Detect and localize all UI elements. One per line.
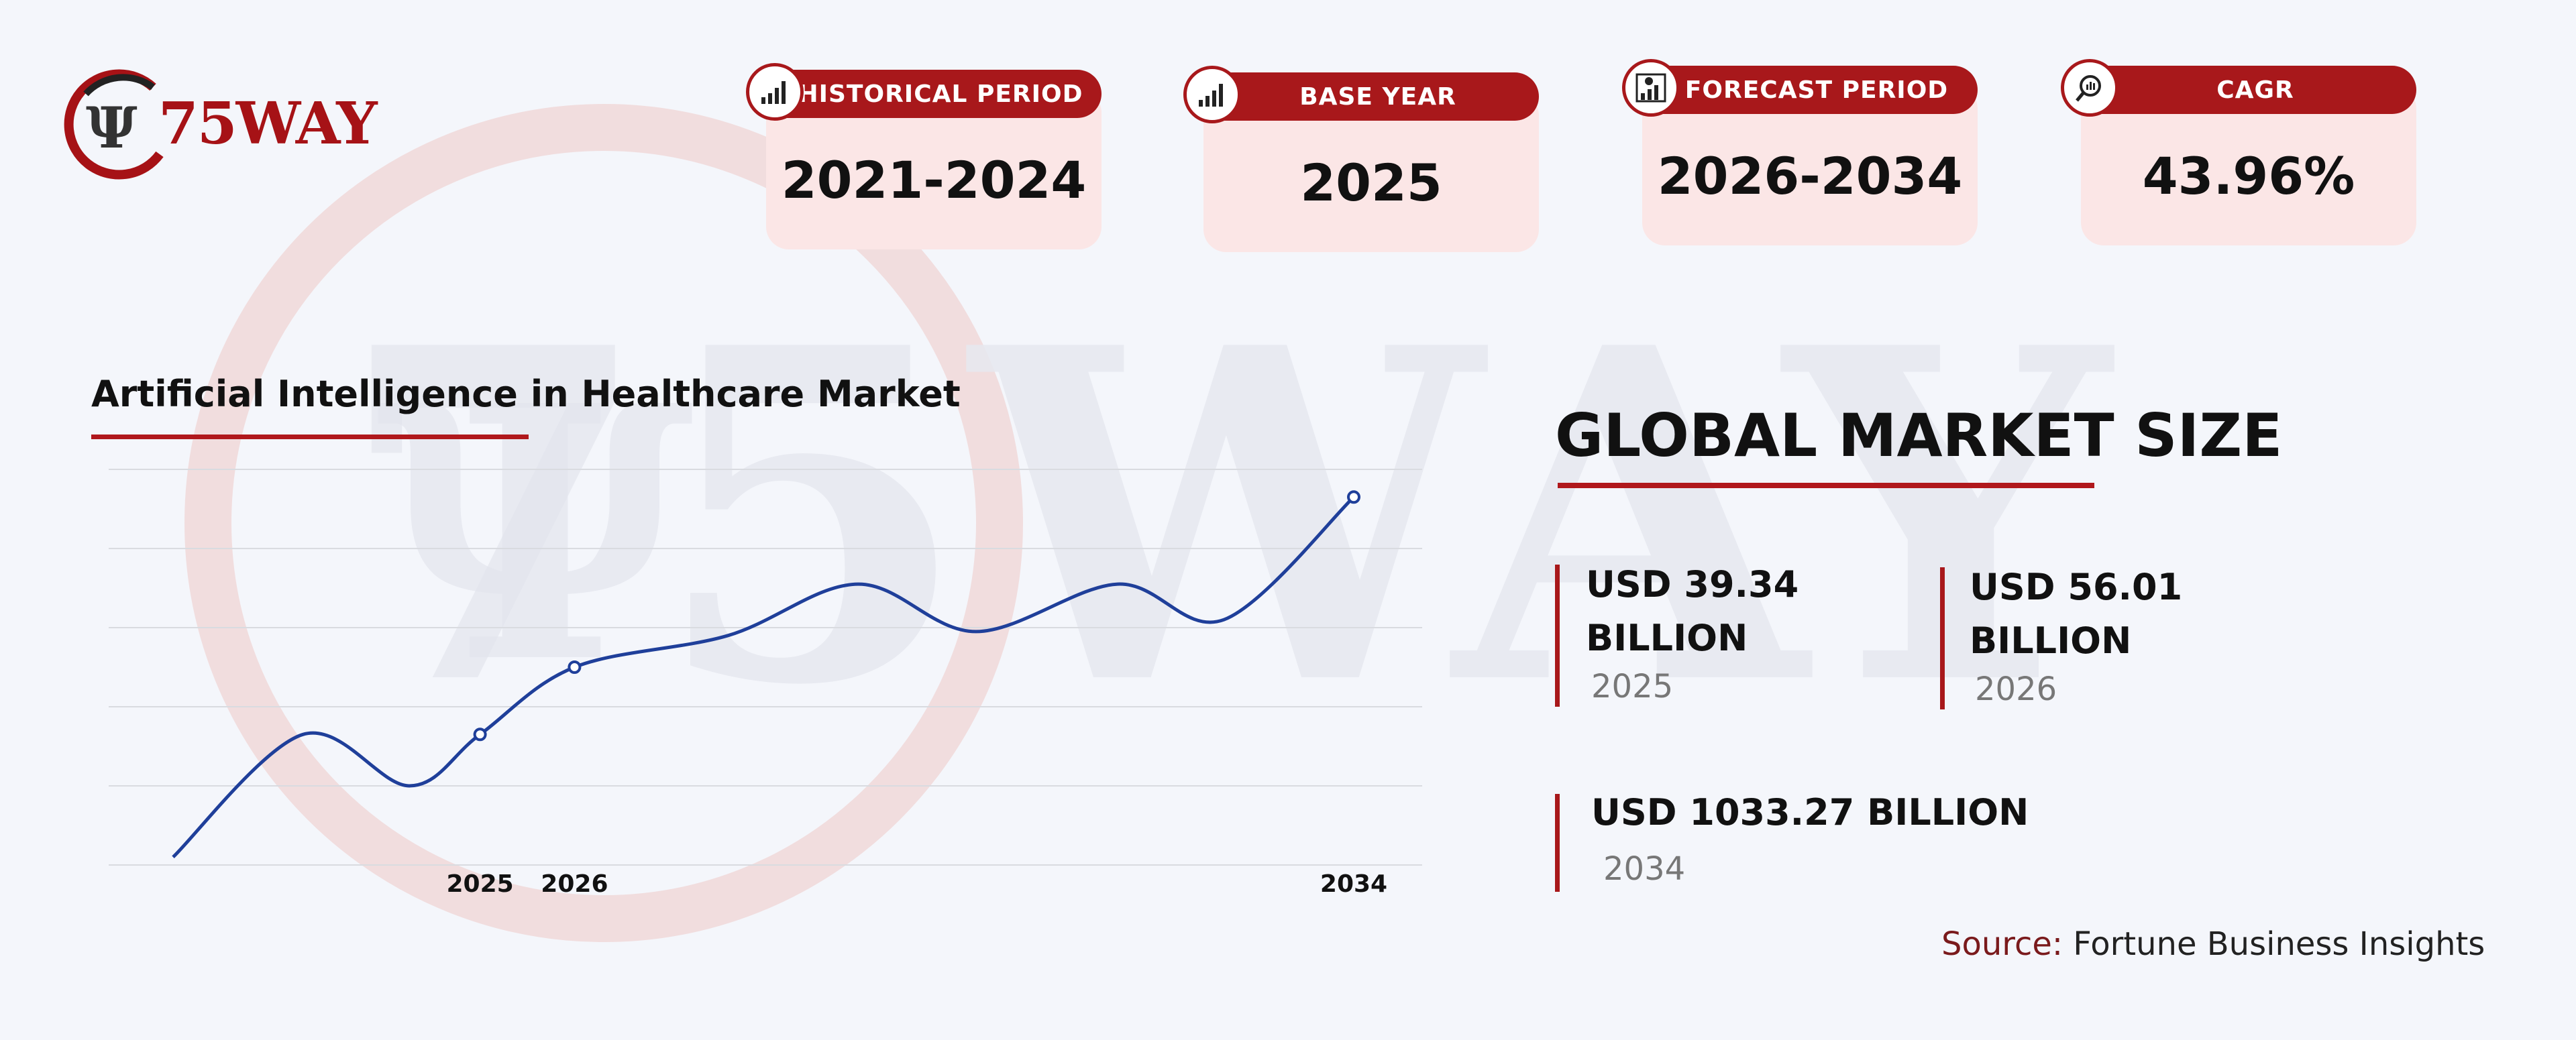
svg-text:Ψ: Ψ <box>86 95 138 161</box>
stat-value-line: BILLION <box>1970 620 2132 662</box>
x-tick-label: 2025 <box>446 870 513 898</box>
card-label: FORECAST PERIOD <box>1656 66 1978 114</box>
stat-value-2034: USD 1033.27 BILLION <box>1591 791 2029 833</box>
source-note: Source: Fortune Business Insights <box>1941 925 2485 963</box>
stat-value-line: BILLION <box>1586 617 1748 659</box>
stat-year: 2034 <box>1603 850 1686 888</box>
card-historical-period: HISTORICAL PERIOD 2021-2024 <box>746 63 1102 249</box>
card-value: 2026-2034 <box>1657 146 1963 206</box>
data-point <box>568 660 582 674</box>
card-label: BASE YEAR <box>1217 72 1539 121</box>
source-label: Source: <box>1941 925 2063 963</box>
stat-value-2026: USD 56.01 BILLION <box>1970 561 2182 668</box>
card-cagr: CAGR 43.96% <box>2061 59 2416 245</box>
card-label: HISTORICAL PERIOD <box>780 70 1102 118</box>
source-text: Fortune Business Insights <box>2073 925 2485 963</box>
market-size-title: GLOBAL MARKET SIZE <box>1555 401 2283 470</box>
series-line <box>172 496 1355 859</box>
stat-accent-bar <box>1555 794 1560 892</box>
x-tick-label: 2034 <box>1320 870 1387 898</box>
stat-accent-bar <box>1555 565 1560 707</box>
stat-year: 2025 <box>1591 668 1674 705</box>
magnifier-chart-icon <box>2061 59 2118 117</box>
stat-value-line: USD 56.01 <box>1970 566 2183 608</box>
logo-wordmark: 75WAY <box>158 90 378 158</box>
bar-chart-icon <box>1183 66 1241 123</box>
bar-chart-icon <box>746 63 804 121</box>
x-tick-label: 2026 <box>541 870 608 898</box>
stat-accent-bar <box>1940 567 1945 709</box>
market-size-underline <box>1558 483 2094 488</box>
chart-title-underline <box>91 435 529 439</box>
stat-value-line: USD 39.34 <box>1586 563 1799 605</box>
card-value: 2021-2024 <box>781 150 1087 210</box>
stat-year: 2026 <box>1975 671 2057 708</box>
card-base-year: BASE YEAR 2025 <box>1183 66 1539 252</box>
card-forecast-period: FORECAST PERIOD 2026-2034 <box>1622 59 1978 245</box>
logo-emblem-icon: Ψ <box>64 69 164 180</box>
data-point <box>1347 490 1360 504</box>
card-label: CAGR <box>2094 66 2416 114</box>
stat-value-2025: USD 39.34 BILLION <box>1586 558 1799 665</box>
data-point <box>473 728 487 742</box>
growth-chart-icon <box>1622 59 1680 117</box>
card-value: 2025 <box>1300 153 1442 213</box>
card-value: 43.96% <box>2142 146 2355 206</box>
chart-title: Artificial Intelligence in Healthcare Ma… <box>91 373 961 415</box>
brand-logo: Ψ 75WAY <box>59 67 381 181</box>
